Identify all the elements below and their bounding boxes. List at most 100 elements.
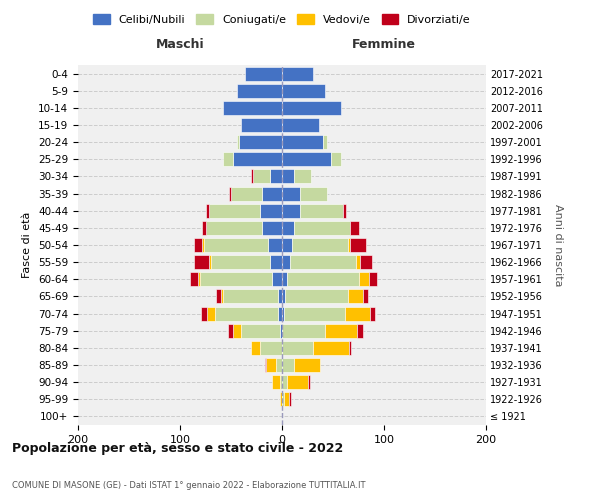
Bar — [358, 324, 362, 338]
Bar — [370, 306, 375, 320]
Bar — [200, 272, 272, 286]
Bar — [270, 255, 282, 269]
Bar — [251, 170, 253, 183]
Bar — [308, 375, 310, 389]
Text: Maschi: Maschi — [155, 38, 205, 52]
Bar — [276, 358, 282, 372]
Bar — [282, 272, 287, 286]
Bar — [239, 135, 282, 149]
Bar — [282, 186, 301, 200]
Bar — [202, 221, 206, 235]
Bar — [241, 324, 280, 338]
Bar — [287, 272, 359, 286]
Bar — [211, 255, 270, 269]
Bar — [294, 221, 350, 235]
Bar — [278, 290, 282, 304]
Bar — [284, 392, 289, 406]
Bar — [282, 101, 341, 115]
Bar — [223, 290, 278, 304]
Bar — [287, 375, 308, 389]
Bar — [282, 238, 292, 252]
Bar — [280, 324, 282, 338]
Bar — [272, 272, 282, 286]
Bar — [343, 204, 346, 218]
Bar — [282, 255, 290, 269]
Bar — [282, 358, 294, 372]
Bar — [209, 255, 211, 269]
Bar — [282, 375, 287, 389]
Bar — [194, 238, 202, 252]
Bar — [272, 375, 280, 389]
Bar — [260, 341, 282, 355]
Bar — [323, 135, 327, 149]
Bar — [216, 290, 221, 304]
Bar — [284, 306, 345, 320]
Text: COMUNE DI MASONE (GE) - Dati ISTAT 1° gennaio 2022 - Elaborazione TUTTITALIA.IT: COMUNE DI MASONE (GE) - Dati ISTAT 1° ge… — [12, 481, 365, 490]
Bar — [282, 66, 313, 80]
Bar — [221, 290, 223, 304]
Bar — [205, 221, 262, 235]
Bar — [190, 272, 199, 286]
Bar — [356, 255, 359, 269]
Bar — [266, 358, 276, 372]
Bar — [202, 238, 205, 252]
Bar — [237, 84, 282, 98]
Bar — [282, 221, 294, 235]
Bar — [215, 306, 278, 320]
Bar — [349, 238, 350, 252]
Bar — [282, 84, 325, 98]
Bar — [294, 170, 311, 183]
Y-axis label: Fasce di età: Fasce di età — [22, 212, 32, 278]
Bar — [289, 392, 291, 406]
Bar — [359, 272, 369, 286]
Bar — [223, 101, 282, 115]
Bar — [251, 341, 260, 355]
Bar — [199, 272, 200, 286]
Bar — [205, 238, 268, 252]
Bar — [202, 306, 206, 320]
Bar — [301, 186, 327, 200]
Bar — [228, 324, 233, 338]
Bar — [268, 238, 282, 252]
Bar — [280, 375, 282, 389]
Bar — [349, 290, 362, 304]
Y-axis label: Anni di nascita: Anni di nascita — [553, 204, 563, 286]
Bar — [292, 238, 349, 252]
Bar — [313, 341, 349, 355]
Bar — [345, 306, 370, 320]
Bar — [331, 152, 341, 166]
Bar — [209, 204, 260, 218]
Bar — [278, 306, 282, 320]
Bar — [280, 392, 282, 406]
Bar — [262, 221, 282, 235]
Bar — [206, 306, 215, 320]
Bar — [245, 66, 282, 80]
Bar — [290, 255, 356, 269]
Bar — [301, 204, 343, 218]
Bar — [241, 118, 282, 132]
Bar — [233, 152, 282, 166]
Bar — [282, 204, 301, 218]
Bar — [262, 186, 282, 200]
Bar — [265, 358, 266, 372]
Bar — [282, 392, 284, 406]
Bar — [237, 135, 239, 149]
Bar — [325, 324, 358, 338]
Bar — [223, 152, 233, 166]
Text: Femmine: Femmine — [352, 38, 416, 52]
Bar — [282, 118, 319, 132]
Bar — [294, 358, 320, 372]
Bar — [282, 324, 325, 338]
Bar — [359, 255, 372, 269]
Bar — [350, 221, 359, 235]
Bar — [229, 186, 231, 200]
Bar — [282, 135, 323, 149]
Bar — [282, 341, 313, 355]
Bar — [369, 272, 377, 286]
Bar — [282, 290, 285, 304]
Bar — [282, 170, 294, 183]
Text: Popolazione per età, sesso e stato civile - 2022: Popolazione per età, sesso e stato civil… — [12, 442, 343, 455]
Bar — [270, 170, 282, 183]
Bar — [253, 170, 270, 183]
Bar — [282, 306, 284, 320]
